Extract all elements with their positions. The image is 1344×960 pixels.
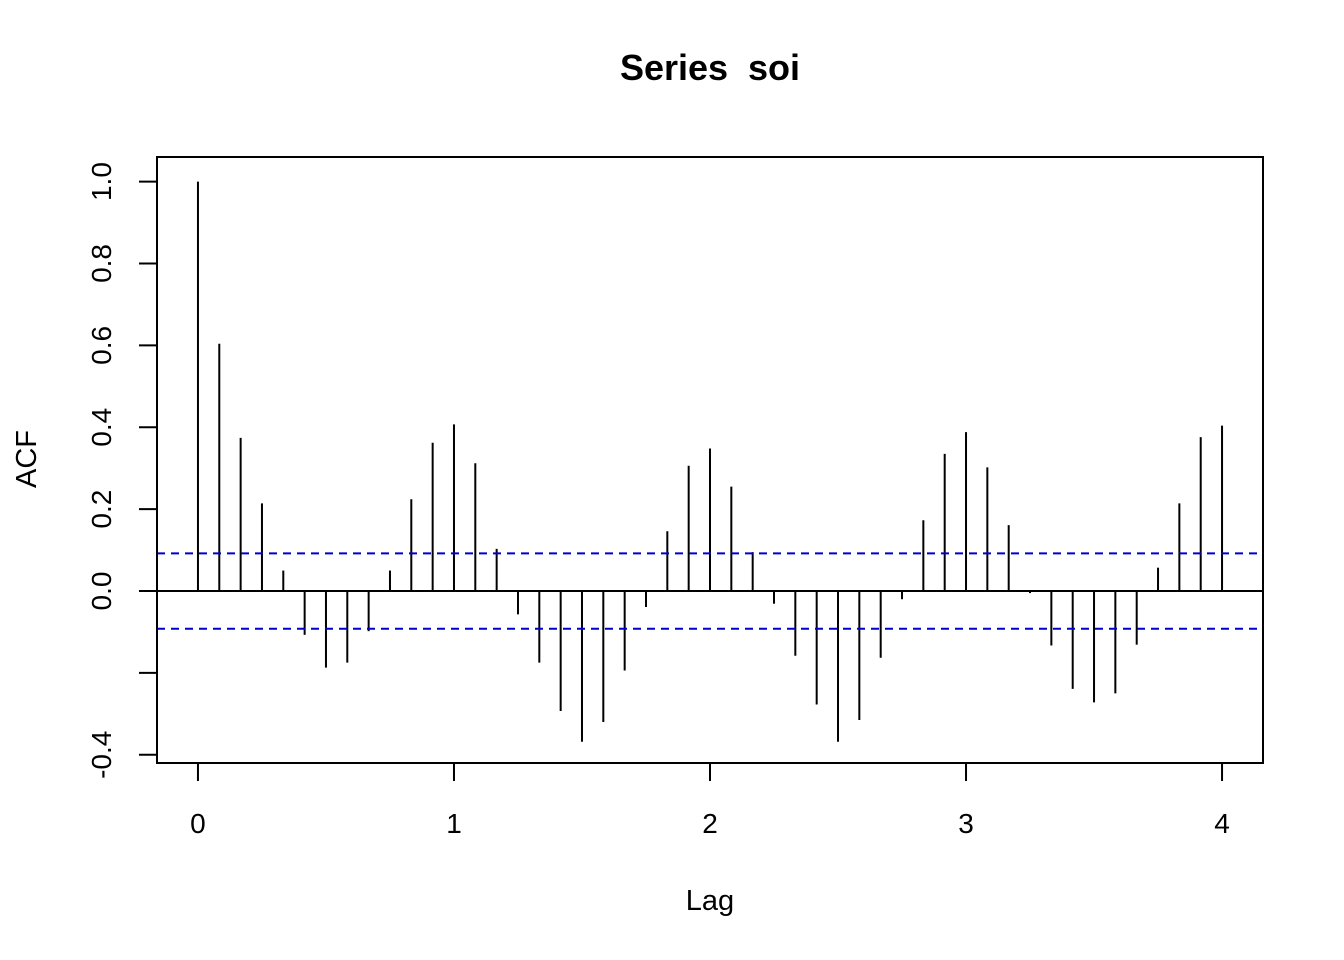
x-tick-label: 2: [702, 808, 718, 839]
y-tick-label: 1.0: [86, 162, 117, 201]
x-axis-label: Lag: [686, 885, 734, 917]
y-tick-label: -0.4: [86, 731, 117, 779]
y-tick-label: 0.6: [86, 326, 117, 365]
acf-bars: [196, 181, 1224, 742]
chart-title: Series soi: [620, 47, 800, 88]
y-tick-label: 0.2: [86, 490, 117, 529]
y-axis: -0.4 0.0 0.2 0.4 0.6 0.8 1.0: [86, 162, 158, 779]
x-axis: 0 1 2 3 4: [190, 762, 1230, 839]
x-tick-label: 0: [190, 808, 206, 839]
y-axis-label: ACF: [11, 430, 43, 488]
y-tick-label: 0.0: [86, 572, 117, 611]
x-tick-label: 1: [446, 808, 462, 839]
x-tick-label: 4: [1214, 808, 1230, 839]
y-tick-label: 0.4: [86, 408, 117, 447]
y-tick-label: 0.8: [86, 244, 117, 283]
x-tick-label: 3: [958, 808, 974, 839]
